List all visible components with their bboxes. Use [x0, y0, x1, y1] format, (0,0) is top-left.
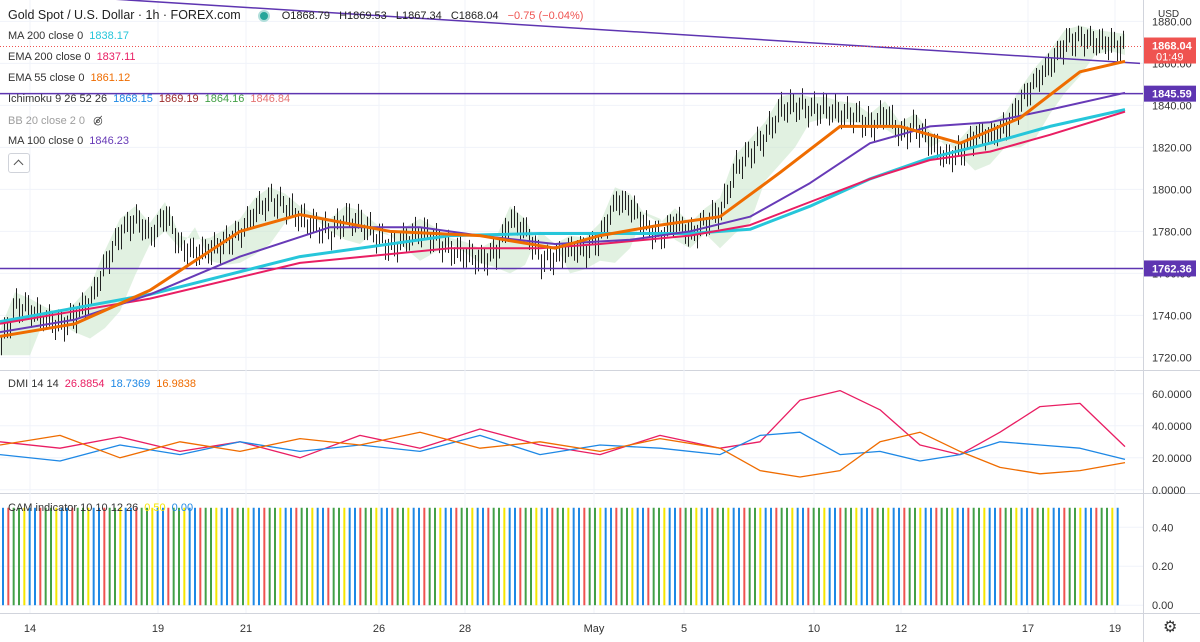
time-tick-label: 19 [1109, 623, 1121, 635]
time-tick-label: 19 [152, 623, 164, 635]
open-value: 1868.79 [290, 10, 331, 22]
dmi-line-1 [0, 431, 1126, 462]
legend-ichimoku-conversion: 1868.15 [113, 93, 153, 105]
legend-cam-value-2: 0.00 [171, 502, 194, 514]
legend-ema200-label: EMA 200 close 0 [8, 51, 91, 63]
legend-cam[interactable]: CAM indicator 10 10 12 26 0.50 0.00 [8, 502, 193, 514]
close-value: 1868.04 [458, 10, 499, 22]
legend-ma200-value: 1838.17 [89, 30, 129, 42]
level-price-label: 1762.36 [1152, 263, 1192, 275]
legend-ma100[interactable]: MA 100 close 0 1846.23 [8, 135, 129, 147]
legend-cam-label: CAM indicator 10 10 12 26 [8, 502, 139, 514]
price-tick-label: 1720.00 [1152, 352, 1192, 364]
settings-gear-icon[interactable]: ⚙ [1163, 619, 1178, 636]
cam-tick-label: 0.00 [1152, 600, 1173, 612]
high-value: 1869.53 [347, 10, 387, 22]
close-label: C [450, 10, 459, 22]
legend-cam-value-1: 0.50 [144, 502, 166, 514]
time-tick-label: 28 [459, 623, 471, 635]
high-label: H [339, 10, 348, 22]
time-tick-label: 21 [240, 623, 252, 635]
low-value: 1867.34 [401, 10, 442, 22]
ichimoku-cloud [0, 25, 1125, 356]
time-tick-label: 26 [373, 623, 385, 635]
dmi-tick-label: 20.0000 [1152, 453, 1192, 465]
level-price-tag [1144, 260, 1196, 277]
time-tick-label: 17 [1022, 623, 1034, 635]
price-tick-label: 1800.00 [1152, 184, 1192, 196]
legend-bb-label: BB 20 close 2 0 [8, 115, 86, 127]
legend-ichimoku[interactable]: Ichimoku 9 26 52 26 1868.15 1869.19 1864.16… [8, 93, 290, 105]
price-tick-label: 1740.00 [1152, 310, 1192, 322]
legend-dmi-plus: 26.8854 [64, 378, 105, 390]
dmi-tick-label: 60.0000 [1152, 389, 1192, 401]
time-tick-label: 14 [24, 623, 36, 635]
legend-ichimoku-label: Ichimoku 9 26 52 26 [8, 93, 108, 105]
change-value: −0.75 (−0.04%) [507, 10, 584, 22]
ema200-line [0, 110, 1126, 325]
price-tick-label: 1780.00 [1152, 226, 1192, 238]
countdown-label: 01:49 [1156, 52, 1184, 64]
open-label: O [281, 10, 291, 22]
legend-ema200[interactable]: EMA 200 close 0 1837.11 [8, 51, 136, 63]
ma200-line [0, 108, 1126, 324]
market-status-icon [258, 9, 271, 22]
price-tick-label: 1840.00 [1152, 100, 1192, 112]
dmi-tick-label: 40.0000 [1152, 421, 1192, 433]
time-tick-label: 5 [681, 623, 687, 635]
last-price-label: 1868.04 [1152, 41, 1193, 53]
legend-dmi-minus: 18.7369 [110, 378, 151, 390]
price-tick-label: 1820.00 [1152, 142, 1192, 154]
collapse-legend-button[interactable] [8, 153, 30, 173]
time-tick-label: 12 [895, 623, 907, 635]
price-tick-label: 1880.00 [1152, 16, 1192, 28]
symbol-title-text: Gold Spot / U.S. Dollar · 1h · FOREX.com [8, 8, 241, 22]
ohlc-readout: O1868.79 H1869.53 L1867.34 C1868.04 −0.7… [282, 10, 584, 22]
legend-ichimoku-base: 1869.19 [158, 93, 199, 105]
legend-dmi-adx: 16.9838 [156, 378, 197, 390]
legend-ichimoku-span-b: 1846.84 [250, 93, 291, 105]
dmi-tick-label: 0.0000 [1152, 485, 1186, 497]
eye-hidden-icon[interactable]: ◎̸ [93, 115, 103, 127]
legend-ichimoku-span-a: 1864.16 [204, 93, 245, 105]
legend-dmi[interactable]: DMI 14 14 26.8854 18.7369 16.9838 [8, 378, 196, 390]
currency-label: USD [1158, 9, 1179, 20]
low-label: L [395, 10, 402, 22]
dmi-line-0 [0, 389, 1126, 459]
cam-bars [2, 507, 1119, 606]
dmi-line-2 [0, 431, 1126, 478]
level-price-label: 1845.59 [1152, 89, 1192, 101]
cam-tick-label: 0.20 [1152, 561, 1173, 573]
ma100-line [0, 91, 1126, 334]
legend-ma200[interactable]: MA 200 close 0 1838.17 [8, 30, 129, 42]
legend-bb[interactable]: BB 20 close 2 0 ◎̸ [8, 114, 103, 127]
level-price-tag [1144, 85, 1196, 102]
time-tick-label: May [584, 623, 605, 635]
last-price-tag [1144, 37, 1196, 64]
legend-ema55-value: 1861.12 [90, 72, 131, 84]
legend-ema200-value: 1837.11 [96, 51, 136, 63]
trendline [115, 0, 1141, 65]
legend-ma100-value: 1846.23 [89, 135, 129, 147]
legend-ma200-label: MA 200 close 0 [8, 30, 84, 42]
legend-dmi-label: DMI 14 14 [8, 378, 59, 390]
legend-ema55-label: EMA 55 close 0 [8, 72, 85, 84]
legend-ma100-label: MA 100 close 0 [8, 135, 84, 147]
symbol-title[interactable]: Gold Spot / U.S. Dollar · 1h · FOREX.com… [8, 8, 583, 22]
time-tick-label: 10 [808, 623, 820, 635]
cam-tick-label: 0.40 [1152, 522, 1173, 534]
legend-ema55[interactable]: EMA 55 close 0 1861.12 [8, 72, 130, 84]
ema55-line [0, 59, 1126, 338]
